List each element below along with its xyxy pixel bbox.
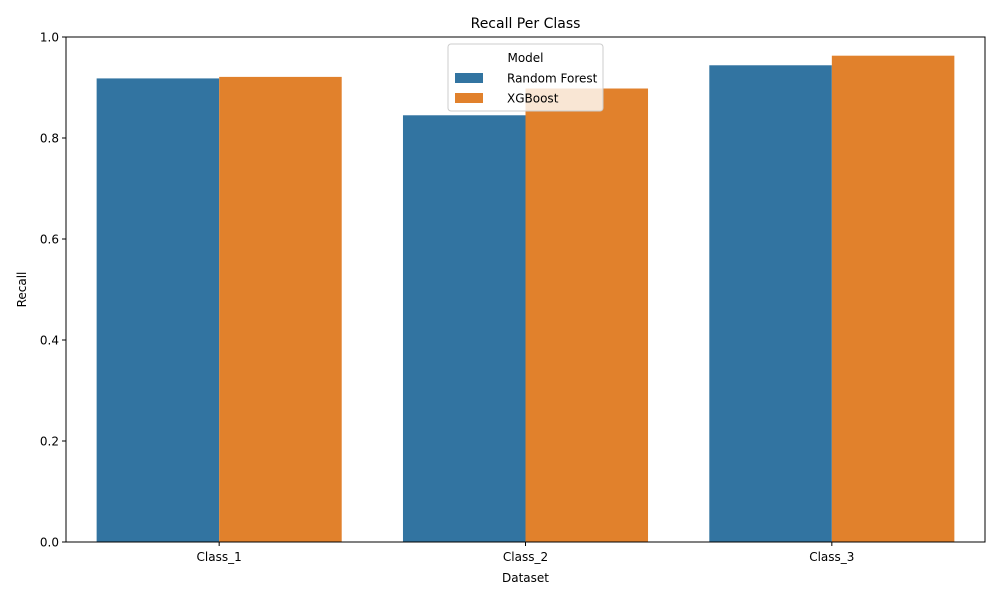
chart-title: Recall Per Class bbox=[471, 16, 581, 32]
bar-xgboost-class-2 bbox=[525, 88, 649, 542]
legend-swatch-xgboost bbox=[455, 93, 483, 103]
y-axis-title: Recall bbox=[15, 272, 29, 308]
bar-xgboost-class-3 bbox=[831, 55, 955, 542]
legend-label-random-forest: Random Forest bbox=[507, 72, 598, 86]
x-tick-label: Class_3 bbox=[809, 550, 854, 564]
bar-random-forest-class-2 bbox=[402, 115, 526, 542]
y-tick-label: 1.0 bbox=[40, 31, 59, 45]
legend-box bbox=[447, 43, 604, 112]
y-tick-label: 0.8 bbox=[40, 132, 59, 146]
x-axis-ticks: Class_1 Class_2 Class_3 bbox=[197, 542, 854, 564]
bar-random-forest-class-1 bbox=[96, 78, 220, 542]
bars-layer bbox=[96, 55, 955, 542]
legend-entries: Random Forest XGBoost bbox=[455, 72, 598, 106]
legend-title: Model bbox=[507, 51, 543, 65]
y-axis-ticks: 0.0 0.2 0.4 0.6 0.8 1.0 bbox=[40, 31, 66, 550]
x-axis-title: Dataset bbox=[502, 571, 549, 585]
bar-xgboost-class-1 bbox=[219, 76, 342, 542]
x-tick-label: Class_2 bbox=[503, 550, 548, 564]
legend-label-xgboost: XGBoost bbox=[507, 92, 559, 106]
bar-random-forest-class-3 bbox=[709, 65, 832, 542]
legend-swatch-random-forest bbox=[455, 73, 483, 83]
y-tick-label: 0.0 bbox=[40, 536, 59, 550]
y-tick-label: 0.2 bbox=[40, 435, 59, 449]
y-tick-label: 0.4 bbox=[40, 334, 59, 348]
x-tick-label: Class_1 bbox=[197, 550, 242, 564]
y-tick-label: 0.6 bbox=[40, 233, 59, 247]
legend: Model Random Forest XGBoost bbox=[447, 43, 604, 112]
